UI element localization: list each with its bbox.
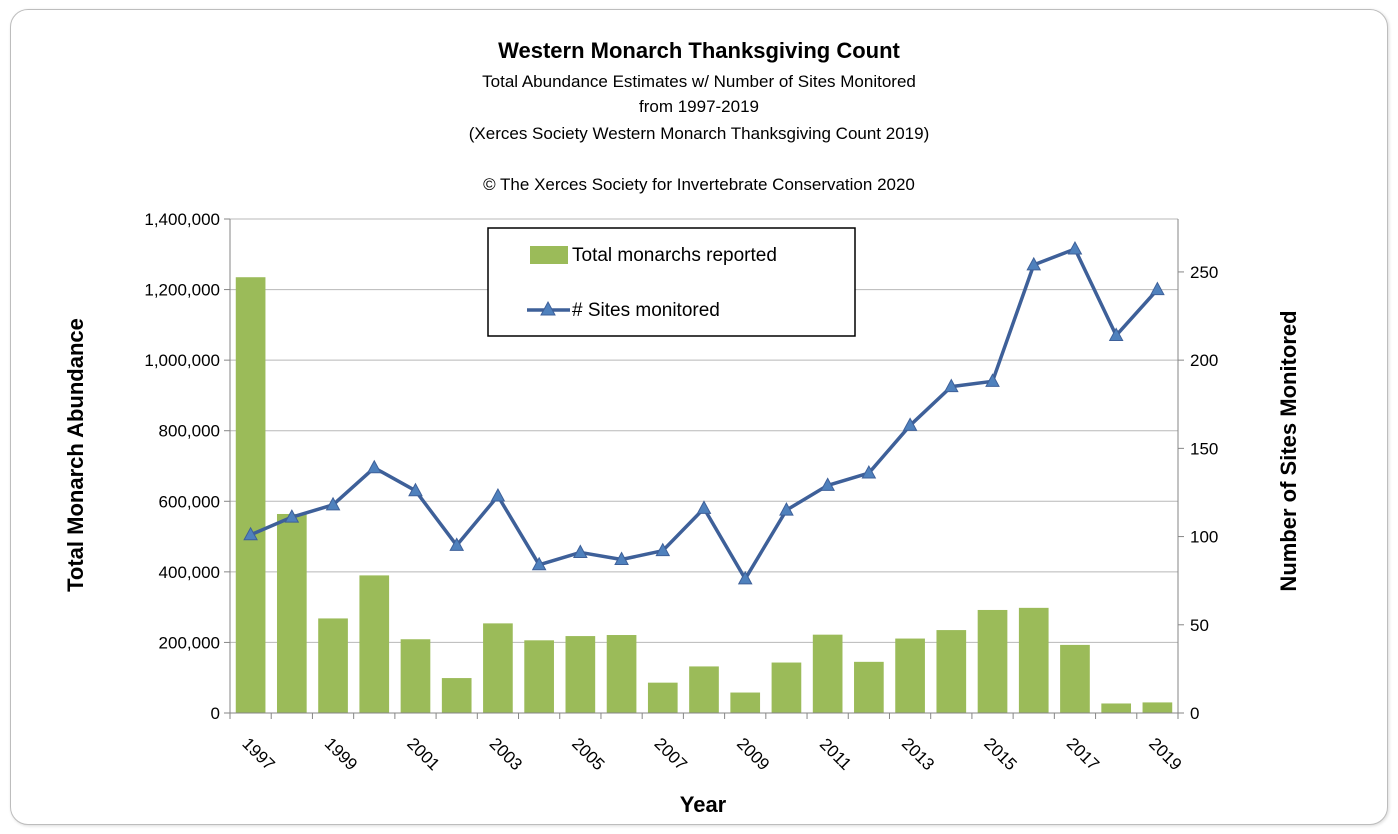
- bar-2008: [689, 666, 719, 713]
- bar-2014: [936, 630, 967, 713]
- gridlines: [224, 218, 1184, 714]
- sites-point-2003: [490, 487, 506, 502]
- axes: [229, 219, 1179, 719]
- bar-2013: [895, 638, 925, 713]
- sites-point-2012: [861, 465, 877, 479]
- sites-point-1998: [284, 509, 300, 523]
- bar-2009: [730, 692, 761, 713]
- sites-point-2010: [779, 502, 794, 516]
- x-tick-label: 2007: [651, 734, 691, 774]
- bar-2004: [524, 640, 554, 713]
- legend: Total monarchs reported # Sites monitore…: [487, 227, 856, 337]
- y2-tick-label: 250: [1190, 263, 1218, 282]
- chart-title: Western Monarch Thanksgiving Count: [498, 38, 900, 63]
- sites-point-2007: [655, 542, 671, 557]
- sites-point-2018: [1108, 327, 1124, 341]
- chart-subtitle-line-1: Total Abundance Estimates w/ Number of S…: [482, 72, 916, 91]
- bar-1997: [235, 277, 266, 713]
- y-tick-label: 1,000,000: [144, 351, 220, 370]
- bar-2006: [606, 635, 637, 713]
- y-tick-label: 600,000: [159, 492, 220, 511]
- chart-subtitle-line-2: from 1997-2019: [638, 97, 760, 116]
- bar-2000: [359, 575, 390, 713]
- y2-tick-label: 100: [1190, 528, 1218, 547]
- x-axis-tick-labels: 1997 1999 2001 2003 2005 2007 2009 2011 2013 2015…: [238, 734, 1185, 774]
- bar-1998: [276, 513, 307, 713]
- x-tick-label: 2005: [568, 734, 608, 774]
- sites-point-2006: [614, 551, 629, 566]
- sites-point-2014: [943, 378, 959, 393]
- y-tick-label: 1,200,000: [144, 281, 220, 300]
- chart-subtitle-line-3: (Xerces Society Western Monarch Thanksgi…: [468, 124, 930, 143]
- sites-point-2000: [366, 459, 382, 474]
- legend-label-line: # Sites monitored: [572, 300, 720, 321]
- y-tick-label: 0: [211, 704, 220, 723]
- bar-2001: [400, 639, 431, 713]
- y2-axis-title: Number of Sites Monitored: [1276, 310, 1301, 591]
- bar-series: [235, 277, 1173, 713]
- legend-swatch-bars: [530, 246, 568, 264]
- bar-2010: [771, 662, 802, 713]
- x-tick-label: 1997: [238, 734, 278, 774]
- bar-2007: [647, 682, 678, 713]
- x-tick-label: 2013: [898, 734, 938, 774]
- y2-tick-label: 50: [1190, 616, 1209, 635]
- y2-tick-label: 0: [1190, 704, 1199, 723]
- bar-2017: [1060, 644, 1090, 713]
- sites-point-2002: [449, 537, 465, 551]
- sites-point-2001: [408, 482, 423, 497]
- sites-point-2016: [1026, 256, 1042, 271]
- bar-2002: [441, 678, 472, 713]
- right-axis-tick-labels: 0 50 100 150 200 250: [1190, 263, 1218, 723]
- sites-point-2005: [573, 544, 588, 558]
- y2-tick-label: 200: [1190, 351, 1218, 370]
- sites-point-2011: [820, 477, 835, 491]
- x-tick-label: 2001: [403, 734, 443, 774]
- y2-tick-label: 150: [1190, 439, 1218, 458]
- sites-point-2015: [985, 373, 1000, 387]
- sites-point-2009: [737, 570, 753, 585]
- bar-2016: [1018, 607, 1049, 713]
- y-tick-label: 400,000: [159, 563, 220, 582]
- copyright-notice: © The Xerces Society for Invertebrate Co…: [483, 175, 915, 194]
- x-tick-label: 1999: [321, 734, 361, 774]
- bar-2019: [1142, 702, 1173, 713]
- bar-2012: [854, 661, 884, 713]
- bar-2015: [977, 609, 1008, 713]
- bar-1999: [318, 618, 348, 713]
- x-tick-label: 2009: [733, 734, 773, 774]
- legend-swatch-marker: [540, 300, 556, 316]
- y-tick-label: 800,000: [159, 422, 220, 441]
- y-tick-label: 1,400,000: [144, 210, 220, 229]
- sites-point-2017: [1067, 240, 1083, 255]
- sites-point-2019: [1150, 281, 1165, 296]
- sites-point-2004: [531, 556, 547, 571]
- x-tick-label: 2017: [1063, 734, 1103, 774]
- bar-2018: [1101, 703, 1132, 713]
- sites-point-1999: [325, 496, 341, 511]
- left-axis-tick-labels: 0 200,000 400,000 600,000 800,000 1,000,000 1,…: [144, 210, 220, 723]
- y-axis-title: Total Monarch Abundance: [63, 318, 88, 592]
- bar-2003: [483, 623, 513, 713]
- sites-point-1997: [243, 526, 258, 541]
- sites-point-2008: [696, 500, 712, 514]
- x-axis-title: Year: [680, 792, 727, 817]
- x-tick-label: 2015: [980, 734, 1020, 774]
- x-tick-label: 2019: [1145, 734, 1185, 774]
- x-tick-label: 2003: [486, 734, 526, 774]
- y-tick-label: 200,000: [159, 633, 220, 652]
- sites-point-2013: [902, 417, 918, 431]
- bar-2011: [812, 634, 843, 713]
- x-tick-label: 2011: [816, 734, 855, 773]
- legend-label-bars: Total monarchs reported: [572, 245, 777, 266]
- bar-2005: [565, 636, 596, 713]
- line-series: [243, 240, 1165, 585]
